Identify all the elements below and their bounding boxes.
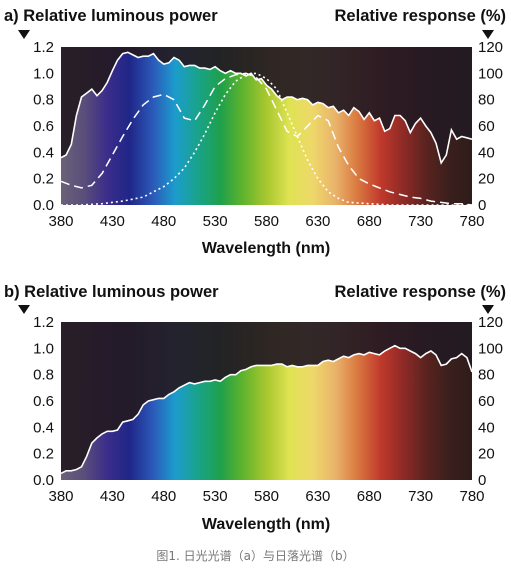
x-tick-label: 380 [48,213,73,230]
y-tick-label: 0.8 [33,367,54,384]
panel-b-x-ticks: 380 430 480 530 580 630 680 730 780 [48,488,484,505]
x-tick-label: 680 [357,213,382,230]
y2-tick-label: 0 [478,197,486,214]
y2-tick-label: 80 [478,92,495,109]
y-tick-label: 1.2 [33,39,54,56]
panel-a-response-dotted-line [61,72,472,205]
panel-b-right-ticks: 0 20 40 60 80 100 120 [478,314,503,489]
panel-a-left-ticks: 0.0 0.2 0.4 0.6 0.8 1.0 1.2 [33,39,54,214]
y-tick-label: 0.6 [33,393,54,410]
x-tick-label: 430 [100,213,125,230]
x-tick-label: 530 [203,213,228,230]
y2-tick-label: 80 [478,367,495,384]
panel-b-title-right: Relative response (%) [335,283,506,301]
y2-tick-label: 100 [478,340,503,357]
y2-tick-label: 20 [478,171,495,188]
x-tick-label: 680 [357,488,382,505]
panel-a-left-axis-marker-icon [18,30,30,39]
figure-caption: 图1. 日光光谱（a）与日落光谱（b） [156,549,355,563]
panel-b-title-left: b) Relative luminous power [4,283,219,301]
chart-panel-b: b) Relative luminous power Relative resp… [4,283,506,533]
y-tick-label: 0.4 [33,144,54,161]
panel-b-left-axis-marker-icon [18,305,30,314]
y2-tick-label: 60 [478,118,495,135]
y-tick-label: 1.0 [33,65,54,82]
panel-a-title-right: Relative response (%) [335,7,506,25]
y-tick-label: 0.2 [33,171,54,188]
y-tick-label: 0.2 [33,446,54,463]
y2-tick-label: 0 [478,472,486,489]
y-tick-label: 1.0 [33,340,54,357]
y-tick-label: 0.0 [33,472,54,489]
panel-b-x-axis-label: Wavelength (nm) [202,516,330,533]
y-tick-label: 0.4 [33,419,54,436]
y-tick-label: 0.8 [33,92,54,109]
y-tick-label: 0.0 [33,197,54,214]
panel-a-luminous-power-shadow [61,47,472,163]
x-tick-label: 580 [254,213,279,230]
y-tick-label: 0.6 [33,118,54,135]
panel-b-luminous-power-shadow [61,322,472,474]
panel-b-left-ticks: 0.0 0.2 0.4 0.6 0.8 1.0 1.2 [33,314,54,489]
x-tick-label: 580 [254,488,279,505]
y2-tick-label: 120 [478,39,503,56]
x-tick-label: 630 [305,213,330,230]
x-tick-label: 380 [48,488,73,505]
panel-a-right-axis-marker-icon [482,30,494,39]
panel-a-right-ticks: 0 20 40 60 80 100 120 [478,39,503,214]
y2-tick-label: 60 [478,393,495,410]
panel-a-x-ticks: 380 430 480 530 580 630 680 730 780 [48,213,484,230]
panel-a-luminous-power-line [61,51,472,165]
panel-a-x-axis-label: Wavelength (nm) [202,240,330,257]
x-tick-label: 480 [151,213,176,230]
x-tick-label: 780 [459,488,484,505]
panel-a-title-left: a) Relative luminous power [4,7,218,25]
y2-tick-label: 40 [478,419,495,436]
y2-tick-label: 40 [478,144,495,161]
x-tick-label: 430 [100,488,125,505]
x-tick-label: 780 [459,213,484,230]
y2-tick-label: 20 [478,446,495,463]
panel-b-right-axis-marker-icon [482,305,494,314]
y2-tick-label: 120 [478,314,503,331]
x-tick-label: 730 [408,213,433,230]
x-tick-label: 730 [408,488,433,505]
chart-panel-a: a) Relative luminous power Relative resp… [4,7,506,257]
y2-tick-label: 100 [478,65,503,82]
y-tick-label: 1.2 [33,314,54,331]
x-tick-label: 530 [203,488,228,505]
x-tick-label: 630 [305,488,330,505]
panel-a-response-dashed-line [61,72,472,205]
panel-b-luminous-power-line [61,344,472,475]
x-tick-label: 480 [151,488,176,505]
